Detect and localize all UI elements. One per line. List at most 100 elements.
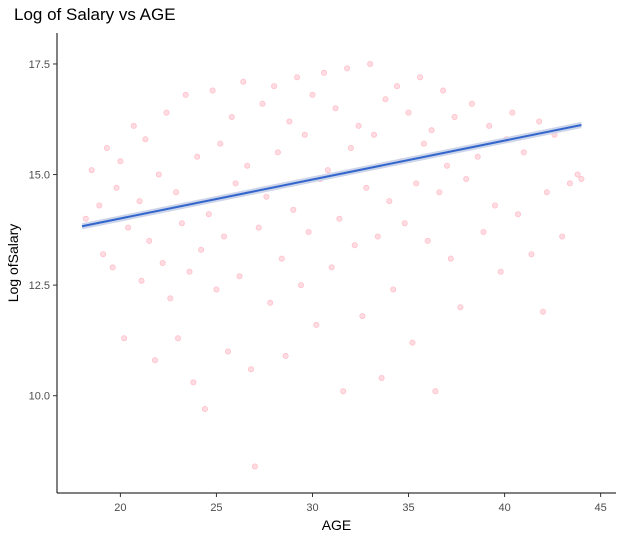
x-tick-label: 45 xyxy=(595,502,607,514)
scatter-point xyxy=(540,308,547,315)
scatter-point xyxy=(443,162,450,169)
scatter-point xyxy=(413,180,420,187)
scatter-point xyxy=(155,171,162,178)
x-axis-ticks: 20 25 30 35 40 45 xyxy=(114,493,607,514)
scatter-point xyxy=(386,198,393,205)
scatter-point xyxy=(96,202,103,209)
scatter-point xyxy=(509,109,516,116)
scatter-point xyxy=(190,379,197,386)
scatter-point xyxy=(382,96,389,103)
scatter-point xyxy=(320,69,327,76)
scatter-point xyxy=(486,122,493,129)
scatter-point xyxy=(463,175,470,182)
scatter-point xyxy=(432,388,439,395)
scatter-point xyxy=(559,233,566,240)
scatter-point xyxy=(536,118,543,125)
scatter-point xyxy=(224,348,231,355)
scatter-point xyxy=(305,228,312,235)
scatter-point xyxy=(182,91,189,98)
scatter-point xyxy=(359,313,366,320)
scatter-point xyxy=(142,136,149,143)
x-tick-label: 30 xyxy=(306,502,318,514)
x-axis-title: AGE xyxy=(322,517,352,533)
scatter-point xyxy=(201,405,208,412)
fit-line-group xyxy=(81,124,582,228)
scatter-point xyxy=(138,277,145,284)
scatter-point xyxy=(240,78,247,85)
scatter-point xyxy=(259,100,266,107)
x-tick-label: 25 xyxy=(210,502,222,514)
scatter-point xyxy=(103,144,110,151)
x-tick-label: 40 xyxy=(498,502,510,514)
scatter-point xyxy=(244,162,251,169)
x-tick-label: 35 xyxy=(402,502,414,514)
scatter-point xyxy=(251,463,258,470)
y-axis-ticks: 10.0 12.5 15.0 17.5 xyxy=(29,59,57,403)
scatter-point xyxy=(274,149,281,156)
scatter-point xyxy=(178,220,185,227)
scatter-point xyxy=(88,167,95,174)
scatter-point xyxy=(491,202,498,209)
scatter-point xyxy=(294,74,301,81)
scatter-points xyxy=(82,61,585,470)
scatter-point xyxy=(457,304,464,311)
scatter-point xyxy=(213,286,220,293)
scatter-point xyxy=(344,65,351,72)
scatter-point xyxy=(409,339,416,346)
scatter-point xyxy=(117,158,124,165)
scatter-point xyxy=(173,189,180,196)
y-tick-label: 15.0 xyxy=(29,170,50,182)
scatter-point xyxy=(393,83,400,90)
scatter-point xyxy=(209,87,216,94)
scatter-point xyxy=(574,171,581,178)
scatter-point xyxy=(417,74,424,81)
scatter-point xyxy=(194,153,201,160)
y-tick-label: 17.5 xyxy=(29,59,50,71)
scatter-point xyxy=(159,259,166,266)
y-tick-label: 12.5 xyxy=(29,280,50,292)
scatter-point xyxy=(451,114,458,121)
scatter-point xyxy=(447,255,454,262)
scatter-point xyxy=(174,335,181,342)
scatter-point xyxy=(151,357,158,364)
scatter-point xyxy=(370,131,377,138)
y-axis-title: Log ofSalary xyxy=(5,224,21,303)
scatter-point xyxy=(228,114,235,121)
scatter-point xyxy=(497,268,504,275)
scatter-point xyxy=(82,215,89,222)
scatter-point xyxy=(267,299,274,306)
scatter-point xyxy=(113,184,120,191)
scatter-point xyxy=(236,273,243,280)
scatter-point xyxy=(405,109,412,116)
scatter-point xyxy=(217,140,224,147)
scatter-point xyxy=(221,233,228,240)
axes xyxy=(56,33,616,494)
scatter-point xyxy=(163,109,170,116)
scatter-point xyxy=(332,105,339,112)
scatter-point xyxy=(543,189,550,196)
scatter-point xyxy=(290,206,297,213)
scatter-point xyxy=(520,149,527,156)
y-tick-label: 10.0 xyxy=(29,391,50,403)
scatter-point xyxy=(390,286,397,293)
scatter-point xyxy=(336,215,343,222)
scatter-point xyxy=(401,220,408,227)
scatter-point xyxy=(282,352,289,359)
scatter-point xyxy=(271,83,278,90)
scatter-point xyxy=(468,100,475,107)
scatter-point xyxy=(363,184,370,191)
scatter-point xyxy=(367,61,374,68)
scatter-point xyxy=(125,224,132,231)
scatter-point xyxy=(109,264,116,271)
scatter-point xyxy=(167,295,174,302)
scatter-point xyxy=(121,335,128,342)
scatter-point xyxy=(186,268,193,275)
scatter-point xyxy=(136,198,143,205)
scatter-point xyxy=(301,131,308,138)
scatter-point xyxy=(351,242,358,249)
scatter-point xyxy=(347,144,354,151)
scatter-point xyxy=(313,321,320,328)
scatter-point xyxy=(232,180,239,187)
scatter-point xyxy=(374,233,381,240)
